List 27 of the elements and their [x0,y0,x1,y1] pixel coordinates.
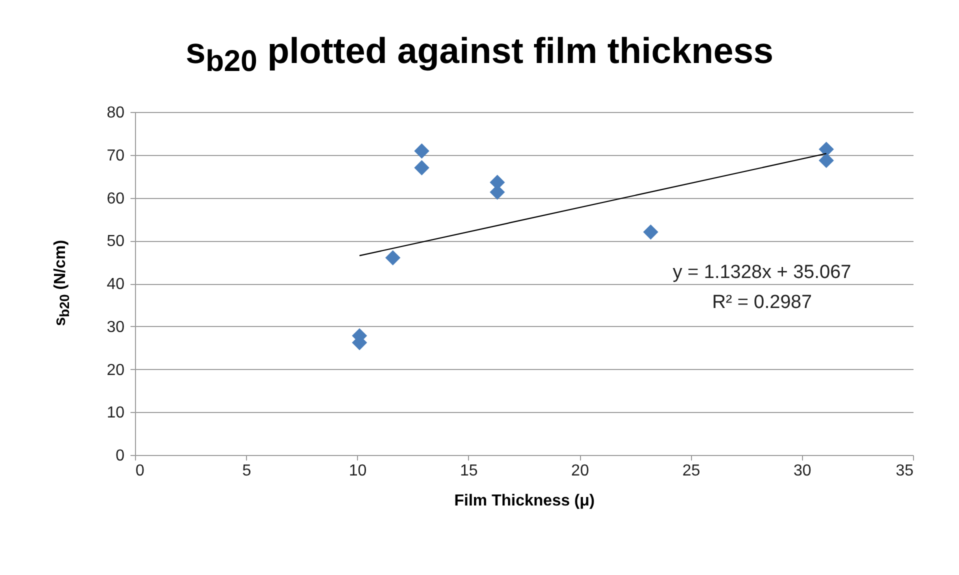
y-tick-label: 60 [106,190,125,208]
point [385,250,400,266]
y-tick-label: 0 [116,448,125,464]
x-tick-label: 20 [571,462,590,480]
x-tick-label: 15 [460,462,478,480]
point [643,224,658,240]
x-tick-label: 10 [348,462,367,480]
x-tick-label: 0 [136,462,144,480]
point [414,143,430,159]
y-tick-label: 30 [106,318,125,336]
y-tick-label: 20 [106,362,125,379]
annotation: R² = 0.2987 [711,291,813,315]
y-tick-label: 70 [106,147,125,164]
annotation: y = 1.1328x + 35.067 [672,261,852,285]
y-tick-label: 80 [106,104,125,122]
point [818,142,834,157]
y-tick-label: 40 [106,276,125,293]
x-tick-label: 5 [242,462,252,480]
y-tick-label: 50 [106,233,125,250]
point [414,160,430,176]
point [818,152,834,168]
x-tick-label: 30 [793,462,812,480]
chart-title: s$_{b20}$ plotted against film thickness [184,30,774,80]
y-tick-label: 10 [106,404,125,422]
x-tick-label: 25 [682,462,700,480]
x-tick-label: 35 [896,462,914,480]
x-axis-title: Film Thickness (μ) [454,492,595,510]
